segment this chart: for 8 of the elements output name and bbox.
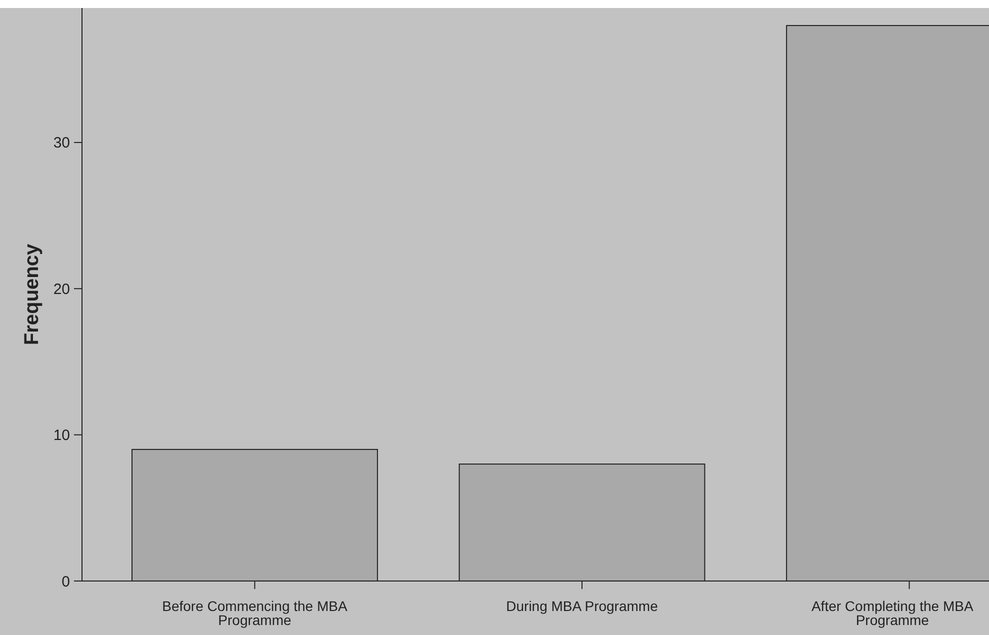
y-tick-label: 0 bbox=[62, 573, 70, 590]
y-tick-label: 20 bbox=[53, 280, 70, 298]
y-axis-title: Frequency bbox=[21, 243, 43, 346]
x-tick-label: After Completing the MBA Programme bbox=[811, 598, 974, 628]
y-tick-label: 30 bbox=[53, 134, 70, 152]
x-tick-label: Before Commencing the MBA Programme bbox=[162, 598, 348, 628]
x-tick-label: During MBA Programme bbox=[506, 598, 658, 614]
y-tick-label: 10 bbox=[53, 427, 70, 444]
